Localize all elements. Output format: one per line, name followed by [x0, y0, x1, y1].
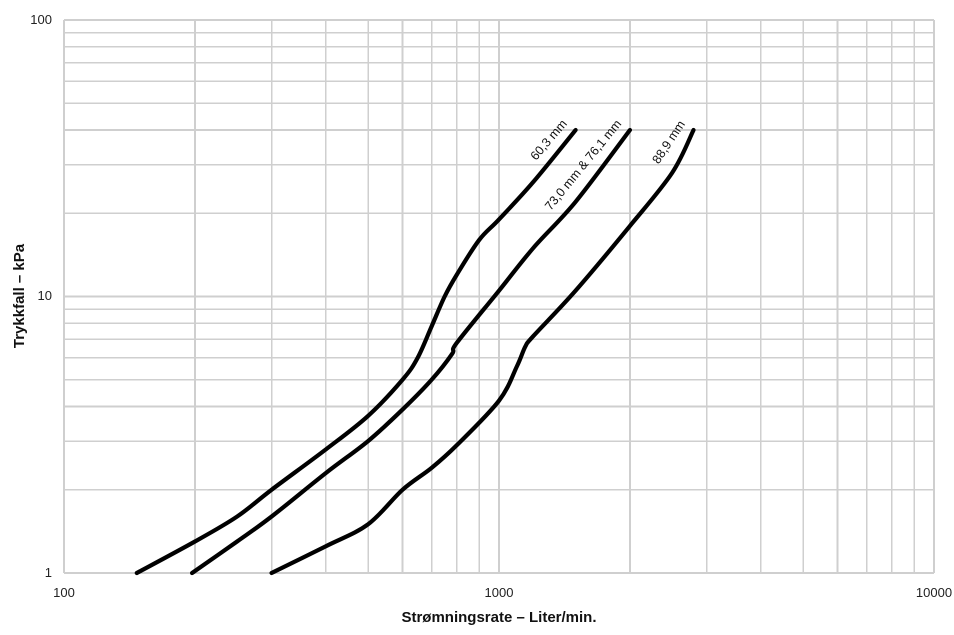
- series-line-1: [134, 127, 578, 576]
- series-line-2: [189, 127, 633, 576]
- series-line-3: [269, 127, 696, 576]
- y-tick-label-10: 10: [38, 288, 52, 303]
- y-tick-label-100: 100: [30, 12, 52, 27]
- x-tick-label-10000: 10000: [916, 585, 952, 600]
- y-tick-label-1: 1: [45, 565, 52, 580]
- x-tick-label-1000: 1000: [485, 585, 514, 600]
- series-lines: [134, 127, 696, 576]
- x-tick-label-100: 100: [53, 585, 75, 600]
- series-label-1: 60,3 mm: [528, 117, 570, 163]
- y-axis-title: Trykkfall – kPa: [11, 243, 28, 348]
- x-axis-title: Strømningsrate – Liter/min.: [401, 609, 596, 626]
- grid: [63, 19, 935, 574]
